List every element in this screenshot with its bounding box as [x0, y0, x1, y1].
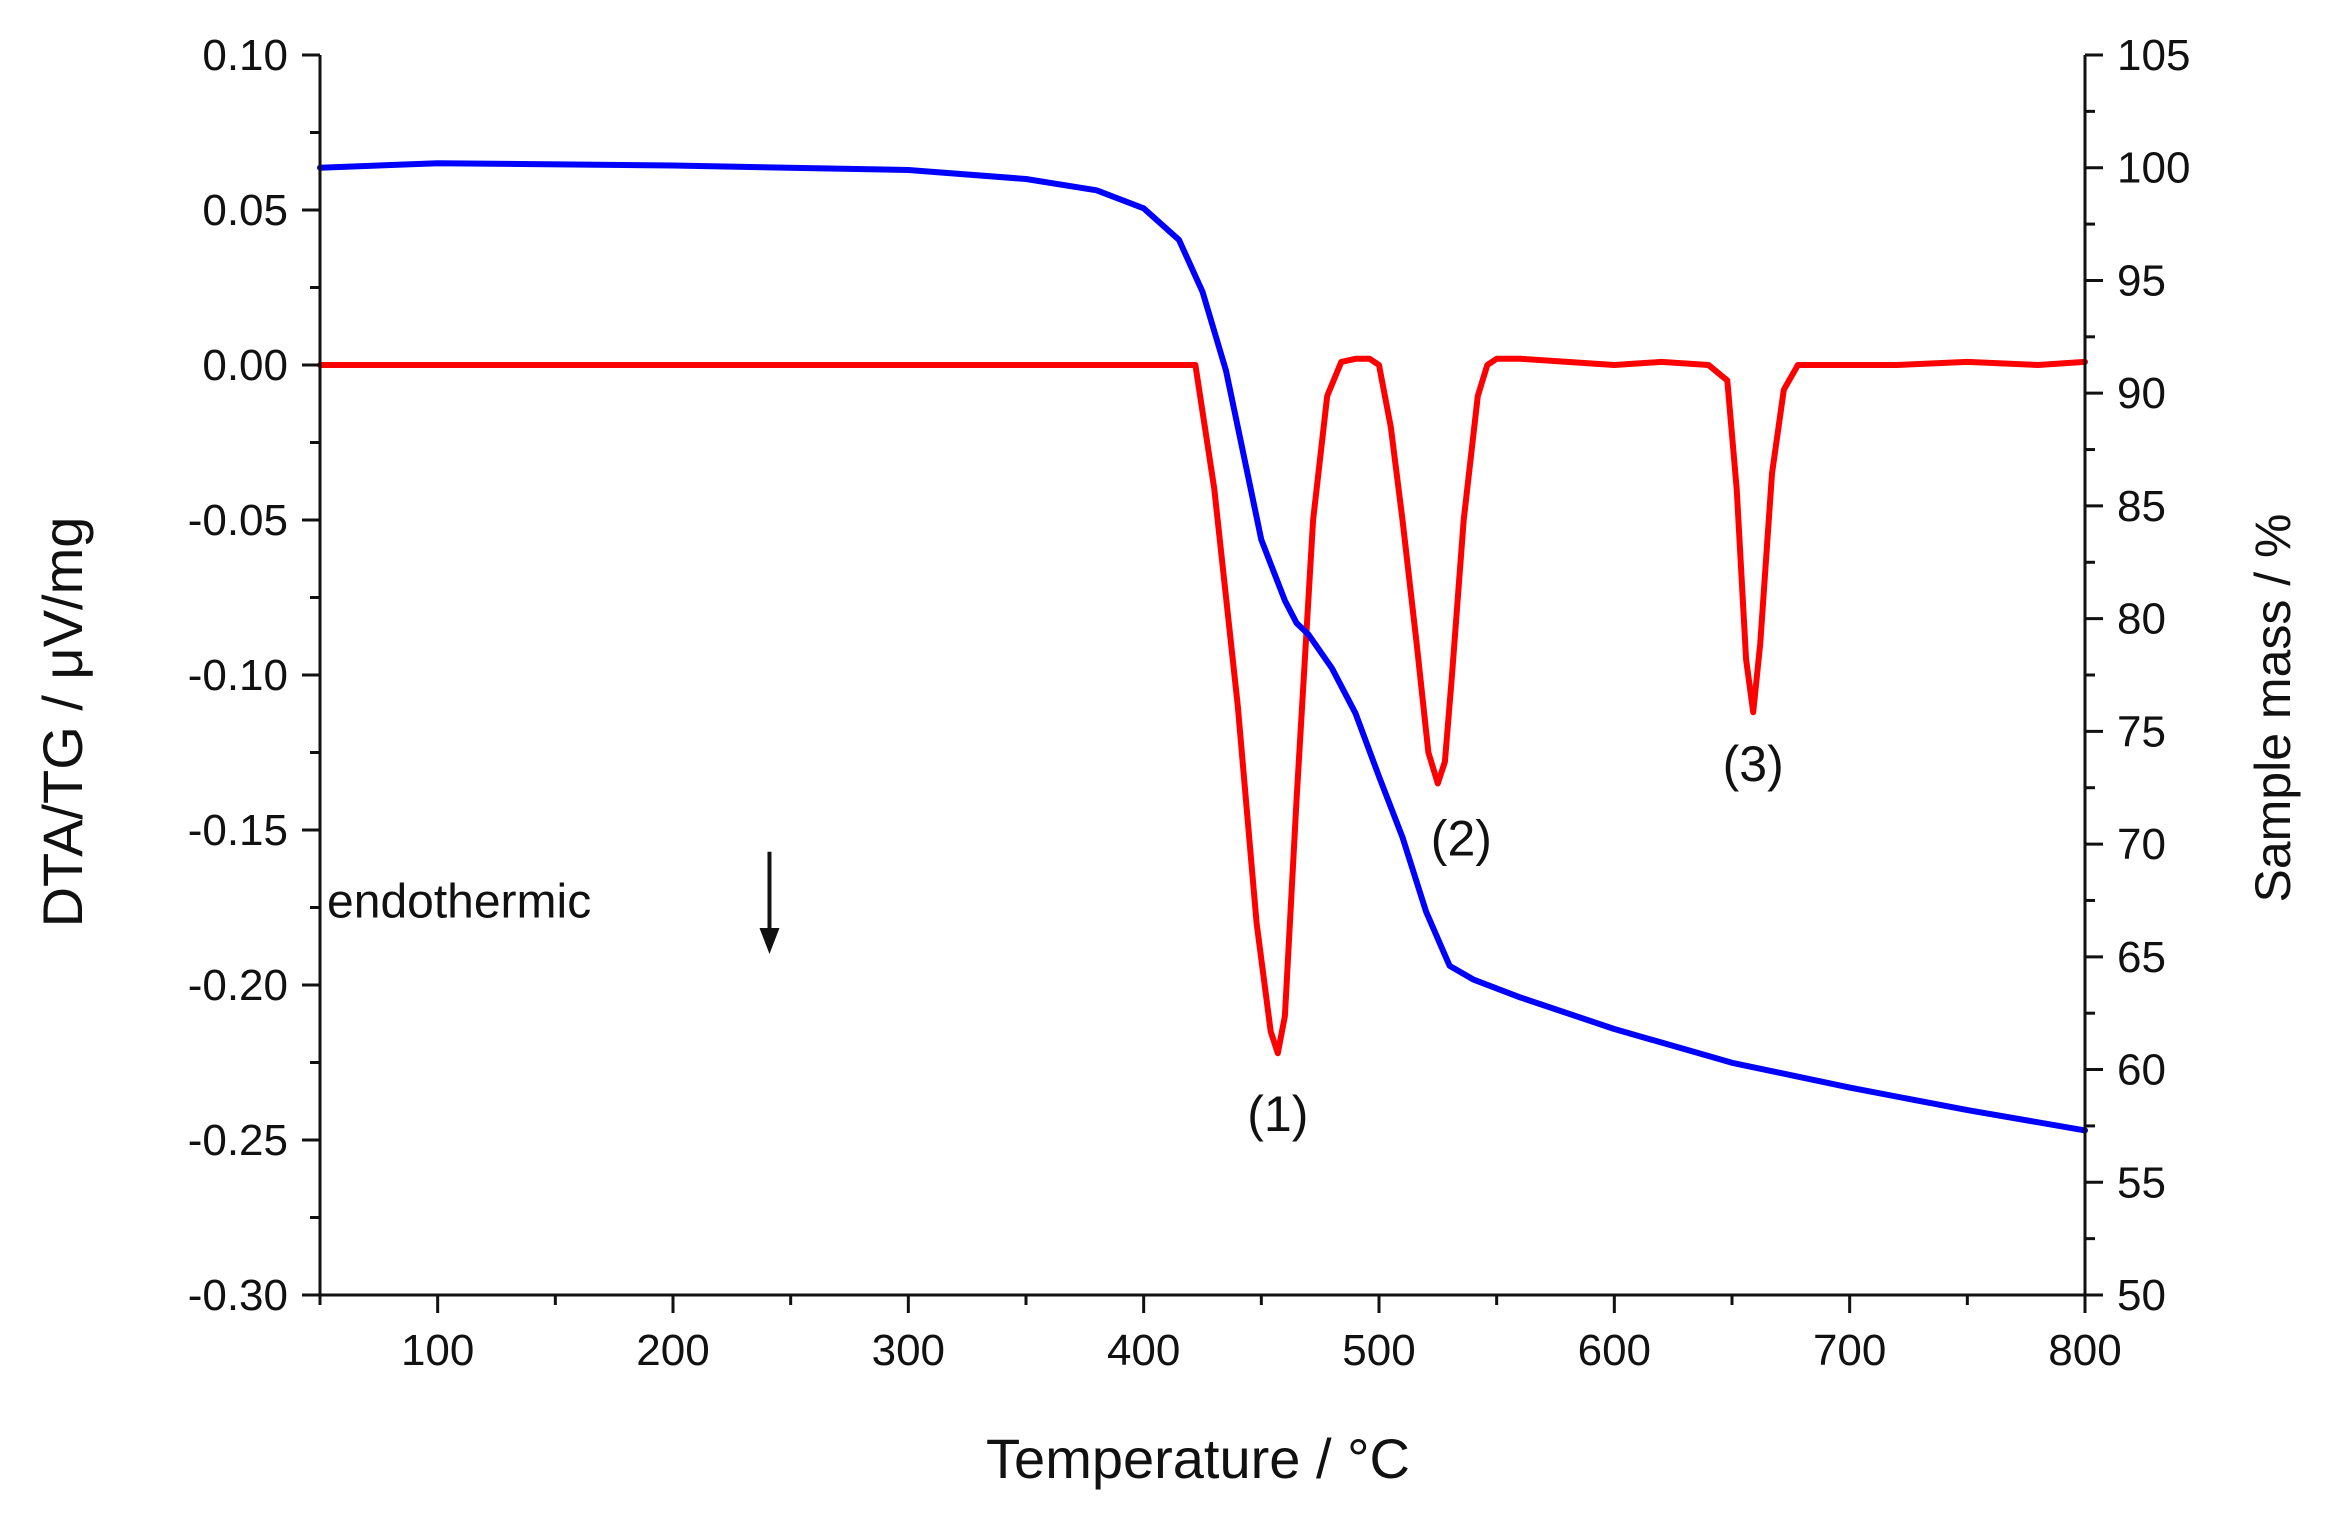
- x-tick-label: 800: [2048, 1326, 2121, 1375]
- x-tick-label: 400: [1107, 1326, 1180, 1375]
- series-line-dta: [317, 355, 2088, 1057]
- peak-label: (1): [1247, 1086, 1308, 1142]
- label-layer: 100 200 300 400 500 600 700 800 0.10 0.05 0.00 -0.0…: [188, 31, 2191, 1375]
- y-left-tick-label: -0.05: [188, 496, 288, 545]
- peak-label: (2): [1431, 810, 1492, 866]
- y-right-tick-label: 65: [2117, 933, 2166, 982]
- y-left-axis-label: DTA/TG / μV/mg: [31, 517, 94, 928]
- y-left-tick-label: -0.30: [188, 1271, 288, 1320]
- y-right-tick-label: 70: [2117, 820, 2166, 869]
- x-tick-label: 200: [636, 1326, 709, 1375]
- x-tick-label: 300: [872, 1326, 945, 1375]
- y-right-tick-label: 85: [2117, 482, 2166, 531]
- y-right-tick-label: 75: [2117, 707, 2166, 756]
- peak-label: (3): [1723, 736, 1784, 792]
- y-left-tick-label: -0.10: [188, 651, 288, 700]
- x-tick-label: 700: [1813, 1326, 1886, 1375]
- endothermic-label: endothermic: [327, 875, 591, 928]
- y-right-tick-label: 50: [2117, 1271, 2166, 1320]
- y-left-tick-label: -0.15: [188, 806, 288, 855]
- axis-layer: [302, 53, 2103, 1313]
- y-right-tick-label: 95: [2117, 256, 2166, 305]
- y-left-tick-label: 0.00: [202, 341, 288, 390]
- y-right-tick-label: 105: [2117, 31, 2190, 80]
- y-left-tick-label: -0.20: [188, 961, 288, 1010]
- y-right-tick-label: 55: [2117, 1158, 2166, 1207]
- x-tick-label: 100: [401, 1326, 474, 1375]
- y-right-axis-label: Sample mass / %: [2245, 513, 2301, 902]
- series-layer: [317, 160, 2088, 1134]
- endothermic-arrow-head: [759, 928, 780, 954]
- x-tick-label: 500: [1342, 1326, 1415, 1375]
- y-left-tick-label: 0.05: [202, 186, 288, 235]
- x-tick-label: 600: [1578, 1326, 1651, 1375]
- y-left-tick-label: 0.10: [202, 31, 288, 80]
- y-left-tick-label: -0.25: [188, 1116, 288, 1165]
- series-line-tg: [317, 160, 2088, 1134]
- y-right-tick-label: 90: [2117, 369, 2166, 418]
- y-right-tick-label: 80: [2117, 595, 2166, 644]
- y-right-tick-label: 100: [2117, 144, 2190, 193]
- y-right-tick-label: 60: [2117, 1046, 2166, 1095]
- x-axis-label: Temperature / °C: [986, 1427, 1410, 1490]
